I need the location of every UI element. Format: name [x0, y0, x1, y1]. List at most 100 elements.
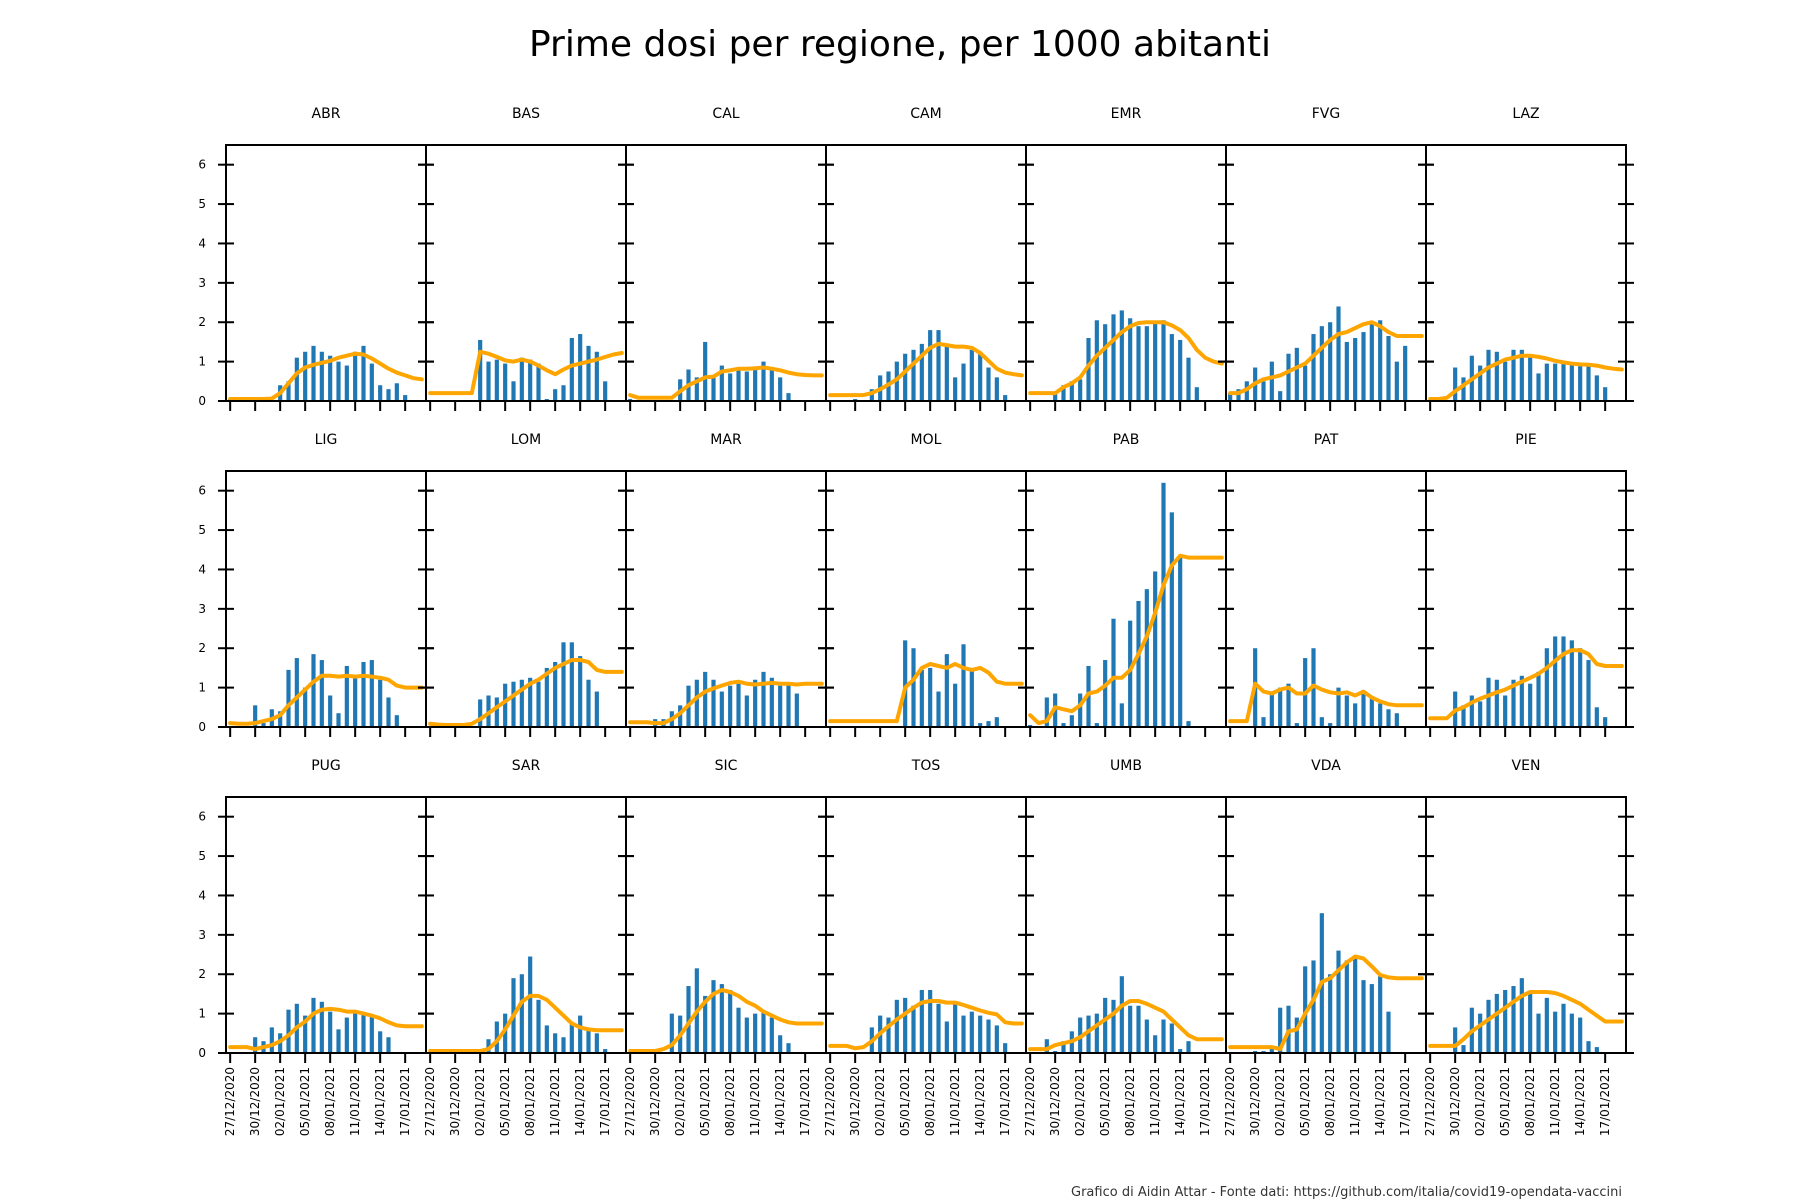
bar [769, 677, 774, 727]
panel-vda: VDA 27/12/2020 30/12/2020 02/01/2021 05/01/2… [1218, 758, 1434, 1136]
bar [1353, 703, 1358, 727]
bar [736, 369, 741, 401]
x-tick-label: 11/01/2021 [348, 1067, 362, 1136]
bar [986, 367, 991, 401]
bar [1136, 326, 1141, 401]
bar [494, 1021, 499, 1053]
bar [403, 395, 408, 401]
bar [486, 361, 491, 401]
y-tick-label: 6 [198, 158, 206, 172]
x-tick-label: 05/01/2021 [1098, 1067, 1112, 1136]
bar [1586, 1041, 1591, 1053]
bar [544, 1025, 549, 1053]
bar [1561, 1003, 1566, 1053]
bar [386, 389, 391, 401]
bar [886, 1017, 891, 1053]
bar [1478, 1013, 1483, 1053]
panel-title: PUG [311, 758, 341, 774]
bar [736, 683, 741, 727]
bar [561, 385, 566, 401]
bar [1603, 387, 1608, 401]
x-tick-label: 08/01/2021 [523, 1067, 537, 1136]
panel-tos: TOS 27/12/2020 30/12/2020 02/01/2021 05/01/2… [818, 758, 1034, 1136]
bar [569, 642, 574, 727]
bar [1378, 320, 1383, 401]
bar [936, 691, 941, 727]
bar [1594, 1047, 1599, 1053]
bar [519, 357, 524, 401]
y-tick-label: 5 [198, 849, 206, 863]
bar [1128, 1005, 1133, 1053]
bar [1561, 636, 1566, 727]
panel-title: MAR [710, 432, 742, 448]
bar [1353, 956, 1358, 1053]
bar [1569, 1013, 1574, 1053]
bar [586, 345, 591, 401]
bar [1519, 349, 1524, 401]
bar [344, 365, 349, 401]
bar [786, 393, 791, 401]
panel-mar: MAR [618, 432, 834, 737]
x-tick-label: 14/01/2021 [1573, 1067, 1587, 1136]
moving-average-line [428, 349, 624, 396]
bar [936, 1003, 941, 1053]
bar [753, 1013, 758, 1053]
y-tick-label: 2 [198, 641, 206, 655]
bar [894, 999, 899, 1053]
bar [1378, 703, 1383, 727]
bar [1369, 984, 1374, 1053]
moving-average-line [628, 365, 824, 400]
bar [794, 693, 799, 727]
bar [1153, 571, 1158, 727]
bar [1111, 999, 1116, 1053]
panel-ven: VEN 27/12/2020 30/12/2020 02/01/2021 05/01/2… [1418, 758, 1634, 1136]
bar [1403, 345, 1408, 401]
bar [1569, 640, 1574, 727]
panel-title: PAB [1113, 432, 1140, 448]
x-tick-label: 11/01/2021 [748, 1067, 762, 1136]
bar [1553, 636, 1558, 727]
bar [1278, 687, 1283, 727]
bar [378, 1031, 383, 1053]
bar [1311, 334, 1316, 401]
x-tick-label: 14/01/2021 [573, 1067, 587, 1136]
panel-frame [625, 796, 827, 1054]
bar [994, 1025, 999, 1053]
bar [378, 385, 383, 401]
bar [1103, 997, 1108, 1053]
bar [1486, 677, 1491, 727]
bar [511, 681, 516, 727]
x-tick-label: 05/01/2021 [498, 1067, 512, 1136]
bar [553, 389, 558, 401]
bar [969, 669, 974, 727]
bar [536, 999, 541, 1053]
bar [536, 363, 541, 401]
bar [686, 986, 691, 1053]
panel-title: VEN [1512, 758, 1541, 774]
bar [1336, 950, 1341, 1053]
bar [778, 685, 783, 727]
bar [1044, 1039, 1049, 1053]
panel-frame [225, 796, 427, 1054]
bar [1378, 976, 1383, 1053]
x-tick-label: 30/12/2020 [248, 1067, 262, 1136]
moving-average-line [1028, 320, 1224, 396]
panel-sic: SIC 27/12/2020 30/12/2020 02/01/2021 05/01/2… [618, 758, 834, 1136]
moving-average-line [1428, 353, 1624, 401]
bar [1328, 322, 1333, 401]
bar [561, 642, 566, 727]
x-tick-label: 30/12/2020 [848, 1067, 862, 1136]
bar [1544, 997, 1549, 1053]
bar [1394, 713, 1399, 727]
bar [911, 648, 916, 727]
y-tick-label: 1 [198, 355, 206, 369]
bar [719, 365, 724, 401]
bar [1261, 381, 1266, 401]
bar [1178, 555, 1183, 727]
bar [303, 687, 308, 727]
bar [944, 654, 949, 727]
bar [1061, 385, 1066, 401]
panel-laz: LAZ [1418, 106, 1634, 411]
bar [1594, 375, 1599, 401]
moving-average-line [1028, 999, 1224, 1052]
